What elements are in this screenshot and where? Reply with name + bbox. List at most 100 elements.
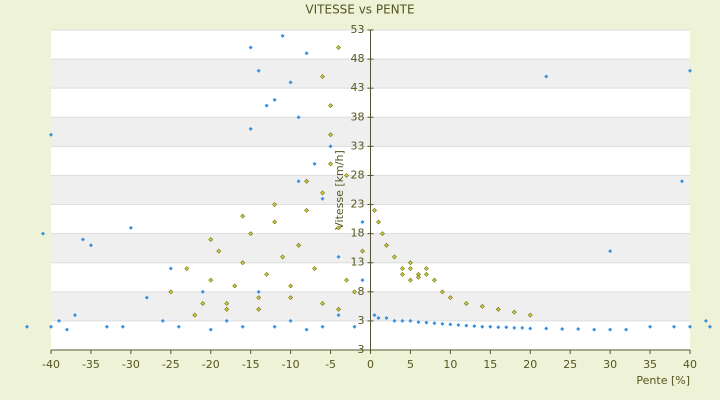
x-tick-label: 30 bbox=[603, 358, 617, 371]
data-point bbox=[408, 277, 413, 283]
data-point bbox=[200, 301, 206, 306]
data-point bbox=[200, 289, 205, 294]
chart-title: VITESSE vs PENTE bbox=[305, 3, 414, 17]
data-point bbox=[703, 318, 708, 323]
data-point bbox=[288, 295, 294, 301]
data-point bbox=[648, 324, 653, 329]
data-point bbox=[400, 271, 405, 277]
data-point bbox=[384, 316, 389, 320]
data-point bbox=[352, 324, 357, 329]
x-tick-label: -20 bbox=[202, 358, 220, 371]
data-point bbox=[488, 324, 493, 329]
data-point bbox=[360, 248, 365, 254]
data-point bbox=[423, 271, 429, 277]
data-point bbox=[479, 303, 485, 309]
data-point bbox=[495, 306, 501, 312]
data-point bbox=[372, 207, 377, 213]
data-point bbox=[304, 51, 309, 56]
data-point bbox=[104, 324, 109, 329]
data-point bbox=[688, 324, 692, 329]
data-point bbox=[456, 322, 461, 327]
y-axis-label: Vitesse [km/h] bbox=[333, 150, 346, 230]
data-point bbox=[408, 260, 413, 266]
data-point bbox=[384, 242, 389, 248]
data-point bbox=[376, 316, 381, 320]
data-point bbox=[400, 318, 405, 323]
data-point bbox=[344, 173, 349, 178]
data-point bbox=[576, 327, 581, 332]
data-point bbox=[320, 301, 325, 306]
y-tick-label: 23 bbox=[351, 198, 365, 211]
data-point bbox=[344, 277, 349, 283]
data-point bbox=[160, 318, 165, 323]
data-point bbox=[592, 327, 597, 332]
data-point bbox=[328, 161, 333, 167]
data-point bbox=[296, 115, 301, 120]
data-point bbox=[360, 278, 365, 283]
data-point bbox=[380, 231, 385, 237]
data-point bbox=[392, 254, 397, 260]
x-tick-label: 5 bbox=[407, 358, 414, 371]
data-point bbox=[520, 325, 525, 330]
data-point bbox=[25, 324, 30, 329]
data-point bbox=[688, 68, 692, 73]
data-point bbox=[56, 318, 61, 323]
data-point bbox=[184, 266, 190, 271]
data-point bbox=[256, 306, 262, 312]
x-tick-label: -5 bbox=[325, 358, 336, 371]
data-point bbox=[272, 97, 277, 102]
data-point bbox=[320, 190, 325, 196]
data-point bbox=[280, 33, 285, 38]
data-point bbox=[256, 295, 262, 301]
data-point bbox=[511, 309, 517, 315]
data-point bbox=[672, 324, 677, 329]
data-point bbox=[49, 324, 53, 329]
data-point bbox=[208, 327, 213, 332]
x-tick-label: 35 bbox=[643, 358, 657, 371]
data-point bbox=[272, 324, 277, 329]
data-point bbox=[400, 266, 405, 271]
data-point bbox=[336, 254, 341, 259]
data-point bbox=[352, 289, 357, 295]
data-point bbox=[208, 237, 214, 242]
data-point bbox=[528, 326, 533, 331]
data-point bbox=[264, 103, 269, 108]
data-point bbox=[463, 301, 469, 306]
data-point bbox=[272, 202, 278, 207]
data-point bbox=[328, 144, 333, 149]
data-point bbox=[544, 326, 549, 331]
data-point bbox=[328, 132, 333, 138]
data-point bbox=[304, 327, 309, 332]
data-point bbox=[416, 274, 421, 280]
data-point bbox=[336, 313, 341, 318]
data-point bbox=[312, 266, 318, 271]
data-point bbox=[224, 301, 230, 306]
data-point bbox=[320, 196, 325, 201]
data-point bbox=[504, 325, 509, 330]
y-tick-label: 48 bbox=[351, 52, 365, 65]
data-point bbox=[208, 277, 214, 283]
data-point bbox=[168, 266, 173, 271]
y-tick-label: 38 bbox=[351, 110, 365, 123]
data-point bbox=[408, 318, 413, 323]
x-tick-label: -15 bbox=[242, 358, 260, 371]
data-point bbox=[176, 324, 181, 329]
data-point bbox=[680, 179, 685, 184]
x-tick-label: 10 bbox=[443, 358, 457, 371]
data-point bbox=[424, 320, 429, 325]
data-point bbox=[272, 219, 278, 225]
x-tick-label: 25 bbox=[563, 358, 577, 371]
data-point bbox=[496, 325, 501, 330]
data-point bbox=[392, 318, 397, 323]
data-point bbox=[128, 225, 133, 230]
data-point bbox=[416, 320, 421, 325]
data-point bbox=[608, 249, 613, 254]
y-tick-label: 53 bbox=[351, 23, 365, 36]
data-point bbox=[464, 323, 469, 328]
x-tick-label: 0 bbox=[367, 358, 374, 371]
data-point bbox=[423, 266, 429, 271]
data-point bbox=[144, 295, 149, 300]
data-point bbox=[527, 312, 533, 318]
data-point bbox=[240, 260, 246, 266]
x-tick-label: -30 bbox=[122, 358, 140, 371]
